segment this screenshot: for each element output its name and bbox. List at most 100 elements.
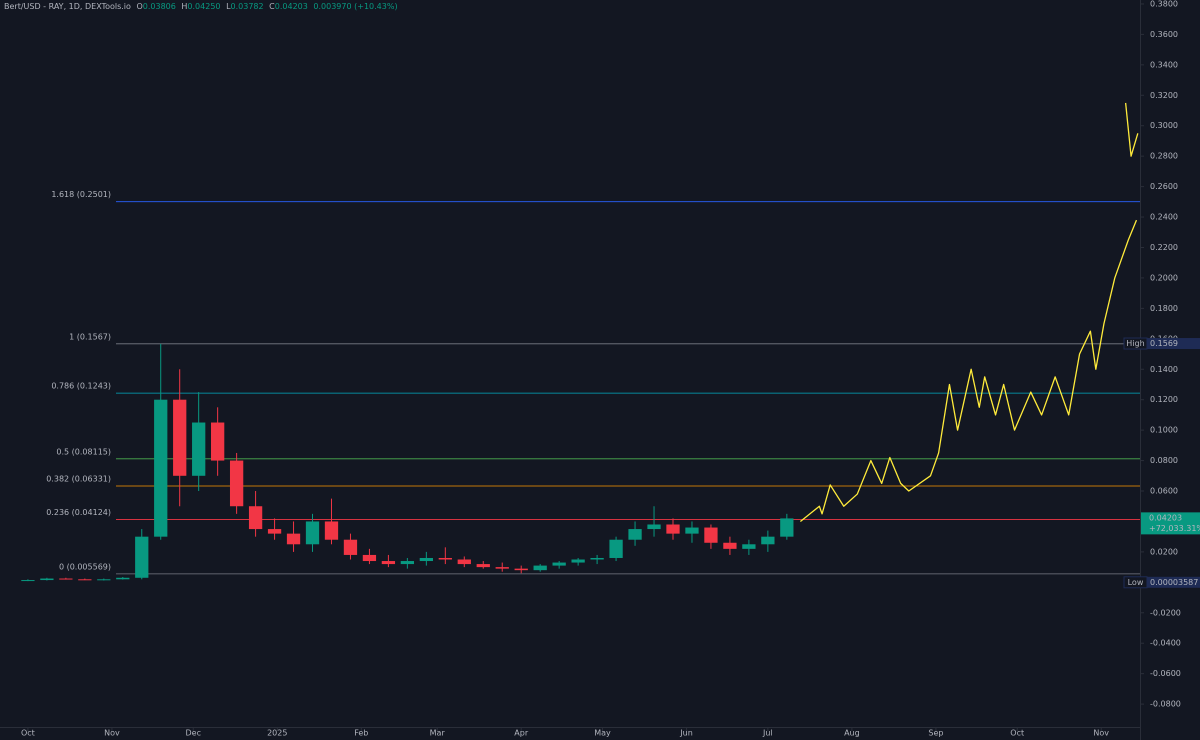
symbol: Bert/USD - RAY, 1D, DEXTools.io [4,2,131,11]
candle-body [21,580,35,582]
candle-body [400,561,415,565]
badge-tag: Low [1128,578,1144,587]
candle-body [666,524,680,534]
y-tick-label: 0.2600 [1150,182,1178,191]
candle-body [647,524,661,530]
price-badge [1147,576,1200,588]
x-tick-label: Jul [762,729,773,738]
candle-body [59,578,73,580]
candle-body [533,565,547,571]
candle-body [723,542,737,549]
candle-body [173,399,187,476]
candle-body [571,559,585,563]
y-tick-label: 0.0200 [1150,547,1178,556]
projection-line [799,102,1139,522]
y-tick-label: 0.2800 [1150,152,1178,161]
candle-body [419,557,433,562]
candle-body [211,422,225,461]
candle-body [192,422,206,476]
y-tick-label: 0.1800 [1150,304,1178,313]
price-badge-label: 0.00003587 [1150,578,1198,587]
candle-body [438,557,452,560]
x-tick-label: Nov [1093,729,1109,738]
candle-body [362,554,377,562]
ohlc-key: L [226,2,231,11]
candle-body [286,533,301,545]
candle-body [495,567,509,569]
ohlc-value: 0.03782 [231,2,264,11]
candle-body [761,536,775,545]
candle-body [116,577,130,580]
chart-header: Bert/USD - RAY, 1D, DEXTools.io O0.03806… [4,2,398,11]
x-tick-label: Dec [186,729,201,738]
price-badge-sub: +72,033.31% [1149,524,1200,533]
candle-body [628,529,642,540]
candle-body [685,527,699,534]
fib-label: 0 (0.005569) [59,562,111,571]
x-tick-label: Nov [104,729,120,738]
candle-body [40,578,54,581]
x-tick-label: May [594,729,611,738]
price-badge [1141,512,1200,535]
candle-body [704,527,718,543]
ohlc-key: O [136,2,142,11]
candle-body [742,544,756,549]
y-tick-label: 0.3200 [1150,91,1178,100]
fib-label: 0.786 (0.1243) [51,382,111,391]
y-tick-label: 0.2000 [1150,273,1178,282]
candle-body [343,539,358,555]
y-tick-label: 0.0800 [1150,456,1178,465]
candle-body [135,536,149,578]
candle-body [552,562,566,566]
y-tick-label: 0.3000 [1150,121,1178,130]
x-tick-label: Oct [21,729,35,738]
y-tick-label: 0.3800 [1150,0,1178,8]
y-tick-label: 0.1200 [1150,395,1178,404]
candle-body [324,521,339,540]
fib-label: 0.236 (0.04124) [46,508,111,517]
y-tick-label: -0.0800 [1150,700,1181,709]
y-tick-label: 0.3600 [1150,30,1178,39]
x-tick-label: Aug [844,729,860,738]
candle-body [609,539,623,558]
price-badge-label: 0.1569 [1150,339,1178,348]
candle-body [590,557,604,560]
y-tick-label: 0.1000 [1150,426,1178,435]
badge-tag: High [1126,339,1144,348]
fib-label: 1.618 (0.2501) [51,190,111,199]
candle-body [514,568,528,571]
y-tick-label: 0.0600 [1150,487,1178,496]
price-badge-label: 0.04203 [1149,513,1182,522]
fib-label: 0.382 (0.06331) [46,474,111,483]
x-tick-label: Apr [514,729,529,738]
y-tick-label: 0.1400 [1150,365,1178,374]
ohlc-value: 0.04250 [187,2,220,11]
candle-body [381,561,396,565]
x-tick-label: Feb [354,729,368,738]
x-tick-label: Oct [1010,729,1024,738]
candle-body [476,564,490,568]
ohlc-value: 0.04203 [275,2,308,11]
x-tick-label: Sep [928,729,943,738]
x-tick-label: Jun [679,729,693,738]
candle-body [229,460,244,507]
x-tick-label: Mar [430,729,446,738]
candle-body [154,399,168,537]
y-tick-label: -0.0600 [1150,669,1181,678]
candle-body [267,529,282,534]
candle-body [78,579,92,581]
fib-label: 0.5 (0.08115) [56,447,111,456]
candle-body [780,518,794,537]
y-tick-label: 0.2400 [1150,213,1178,222]
y-tick-label: -0.0400 [1150,639,1181,648]
y-tick-label: 0.3400 [1150,60,1178,69]
ohlc-key: H [181,2,187,11]
price-badge [1147,338,1200,350]
y-tick-label: -0.0200 [1150,608,1181,617]
x-tick-label: 2025 [267,729,287,738]
change: 0.003970 (+10.43%) [313,2,397,11]
candle-body [305,521,320,545]
fib-label: 1 (0.1567) [69,332,111,341]
candle-body [457,559,471,565]
